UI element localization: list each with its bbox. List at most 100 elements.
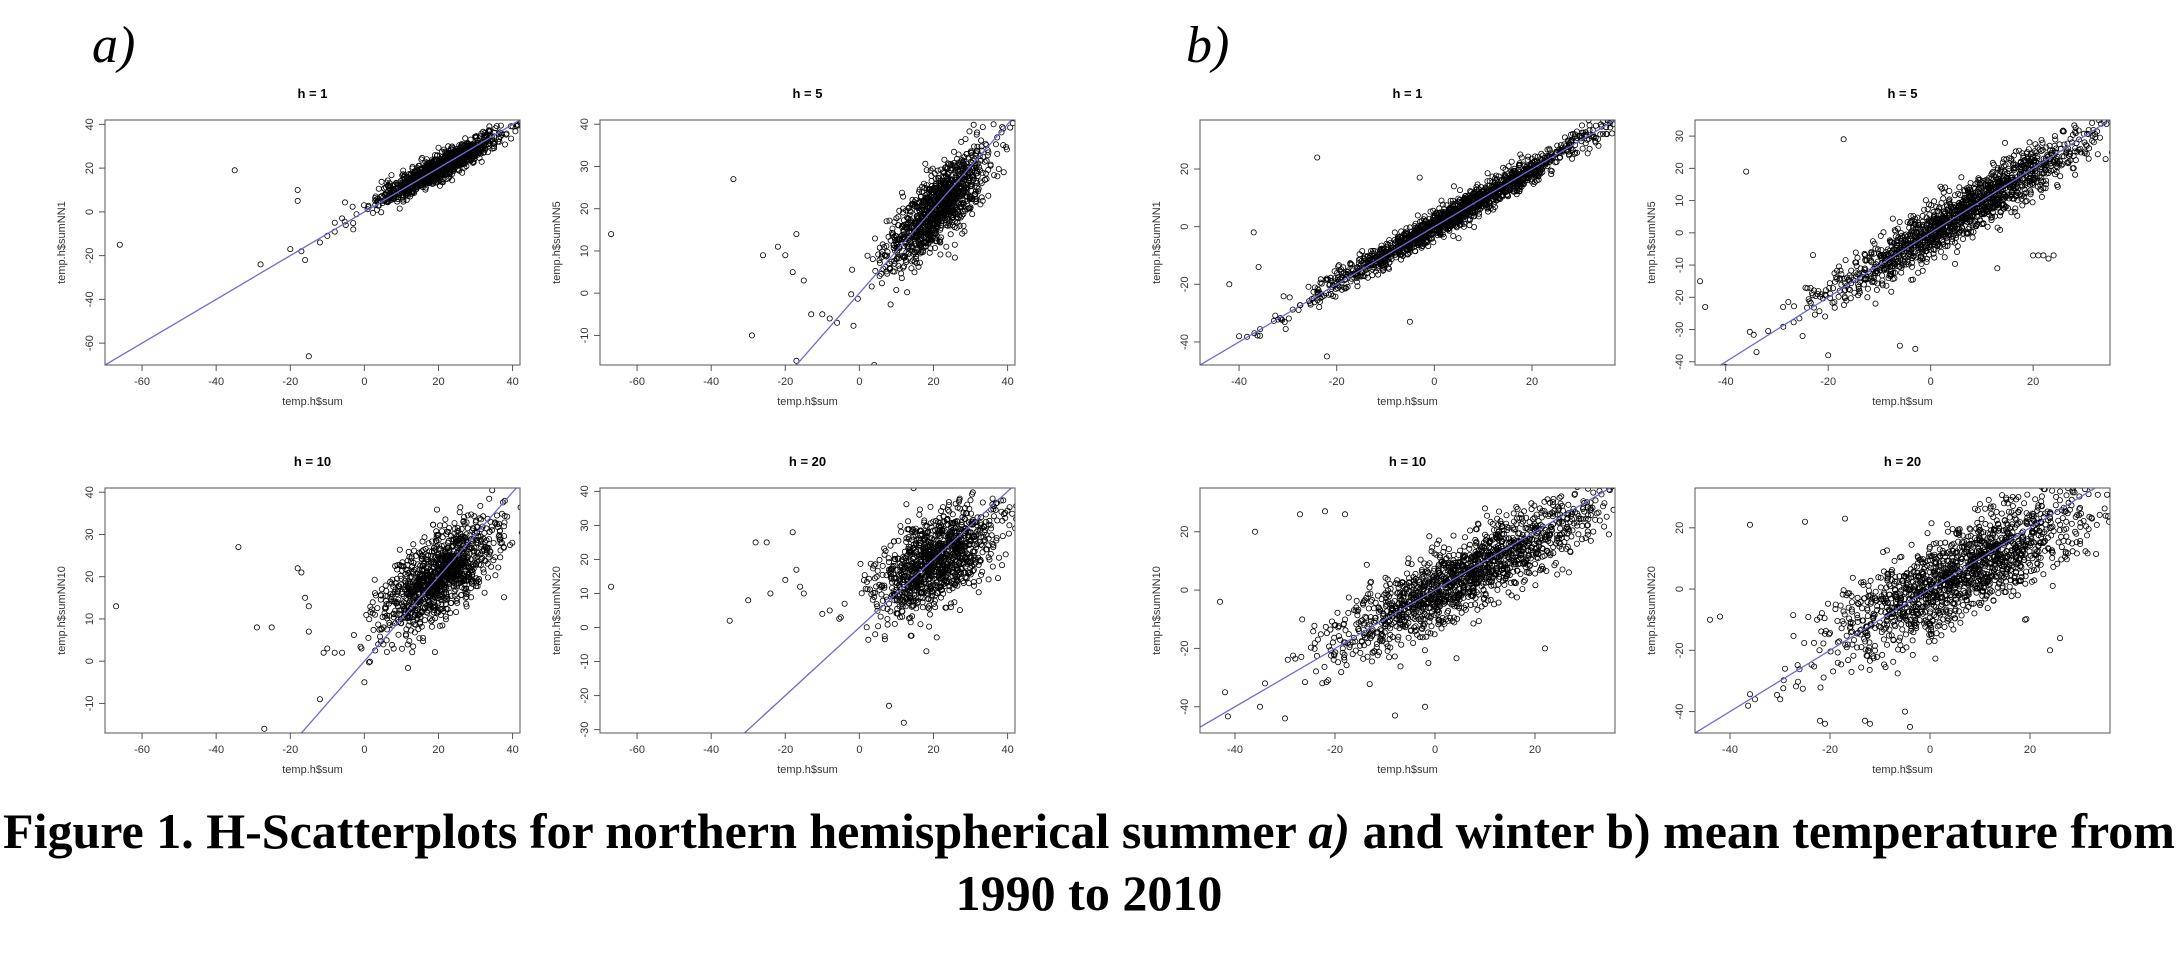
data-point bbox=[979, 568, 986, 575]
data-point bbox=[937, 251, 944, 258]
data-point bbox=[887, 301, 894, 308]
data-point bbox=[557, 498, 562, 503]
data-point bbox=[964, 550, 971, 557]
data-point bbox=[915, 263, 922, 270]
data-point bbox=[774, 243, 781, 250]
x-axis-label: temp.h$sum bbox=[282, 396, 343, 408]
data-point bbox=[923, 218, 930, 225]
data-point bbox=[899, 566, 906, 573]
data-point bbox=[404, 664, 411, 671]
data-point bbox=[383, 649, 390, 656]
data-point bbox=[872, 235, 879, 242]
data-point bbox=[834, 319, 841, 326]
data-point bbox=[889, 232, 896, 239]
data-point bbox=[488, 523, 495, 530]
data-point bbox=[862, 585, 869, 592]
data-point bbox=[870, 589, 877, 596]
data-point bbox=[457, 504, 464, 511]
data-point bbox=[375, 185, 382, 192]
data-point bbox=[898, 528, 905, 535]
data-point bbox=[406, 554, 413, 561]
data-point bbox=[895, 222, 902, 229]
data-point bbox=[424, 552, 431, 559]
data-point bbox=[305, 628, 312, 635]
data-point bbox=[294, 186, 301, 193]
data-point bbox=[944, 213, 951, 220]
data-point bbox=[992, 506, 999, 513]
data-point bbox=[927, 570, 934, 577]
data-point bbox=[398, 645, 405, 652]
data-point bbox=[400, 167, 407, 174]
data-point bbox=[941, 184, 948, 191]
data-point bbox=[872, 631, 879, 638]
data-point bbox=[474, 149, 481, 156]
data-point bbox=[392, 563, 399, 570]
data-point bbox=[951, 520, 958, 527]
data-point bbox=[945, 498, 952, 505]
data-point bbox=[481, 539, 488, 546]
data-point bbox=[941, 156, 948, 163]
data-point bbox=[951, 254, 958, 261]
data-point bbox=[891, 552, 898, 559]
data-point bbox=[437, 545, 444, 552]
y-tick-label: -30 bbox=[579, 722, 591, 738]
y-tick-label: 40 bbox=[579, 118, 591, 130]
data-point bbox=[943, 164, 950, 171]
data-point bbox=[437, 590, 444, 597]
data-point bbox=[960, 580, 967, 587]
y-tick-label: -40 bbox=[84, 291, 96, 307]
data-point bbox=[448, 533, 455, 540]
data-point bbox=[998, 508, 1005, 515]
data-point bbox=[901, 548, 908, 555]
data-point bbox=[1586, 122, 1593, 129]
data-point bbox=[903, 501, 910, 508]
data-point bbox=[918, 528, 925, 535]
data-point bbox=[441, 542, 448, 549]
plot-title: h = 1 bbox=[1393, 86, 1423, 101]
data-point bbox=[958, 521, 965, 528]
data-point bbox=[994, 173, 1001, 180]
data-point bbox=[907, 583, 914, 590]
data-point bbox=[947, 552, 954, 559]
data-point bbox=[876, 556, 883, 563]
data-point bbox=[942, 573, 949, 580]
data-point bbox=[383, 601, 390, 608]
data-point bbox=[440, 154, 447, 161]
data-point bbox=[952, 169, 959, 176]
data-point bbox=[1641, 101, 1646, 106]
data-point bbox=[413, 582, 420, 589]
data-point bbox=[459, 169, 466, 176]
panel-label-a: a) bbox=[92, 17, 135, 74]
data-point bbox=[944, 531, 951, 538]
data-point bbox=[958, 138, 965, 145]
x-axis-label: temp.h$sum bbox=[282, 764, 343, 776]
data-point bbox=[931, 220, 938, 227]
data-point bbox=[431, 649, 438, 656]
data-point bbox=[441, 522, 448, 529]
data-point bbox=[875, 623, 882, 630]
data-point bbox=[383, 637, 390, 644]
data-point bbox=[894, 610, 901, 617]
data-point bbox=[891, 620, 898, 627]
data-point bbox=[863, 624, 870, 631]
x-tick-label: -40 bbox=[208, 744, 224, 756]
data-point bbox=[419, 538, 426, 545]
scatterplot-4: h = 20-60 -40 -20 0 20 40-30-20-10010203040te… bbox=[551, 454, 1016, 776]
data-point bbox=[977, 557, 984, 564]
data-point bbox=[919, 183, 926, 190]
data-point bbox=[923, 648, 930, 655]
data-point bbox=[372, 592, 379, 599]
data-point bbox=[916, 511, 923, 518]
data-point bbox=[908, 247, 915, 254]
data-point bbox=[302, 594, 309, 601]
data-point bbox=[1005, 530, 1012, 537]
data-point bbox=[455, 577, 462, 584]
data-point bbox=[973, 528, 980, 535]
data-point bbox=[375, 621, 382, 628]
data-point bbox=[486, 123, 493, 130]
data-point bbox=[928, 224, 935, 231]
data-point bbox=[928, 596, 935, 603]
data-point bbox=[999, 517, 1006, 524]
data-point bbox=[941, 562, 948, 569]
data-point bbox=[396, 205, 403, 212]
